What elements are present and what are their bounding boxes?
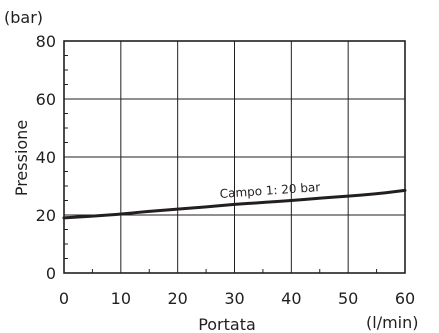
series-line [62, 188, 407, 220]
x-tick-label: 0 [59, 289, 69, 308]
x-unit-label: (l/min) [366, 313, 419, 332]
x-tick-label: 50 [338, 289, 358, 308]
x-tick-label: 30 [224, 289, 244, 308]
grid [63, 40, 406, 274]
plot-frame [63, 40, 406, 274]
y-tick-label: 20 [36, 206, 56, 225]
y-tick-label: 80 [36, 32, 56, 51]
y-axis-label: Pressione [12, 120, 31, 196]
x-axis-label: Portata [198, 315, 256, 333]
x-tick-labels: 0 10 20 30 40 50 60 [59, 289, 415, 308]
x-tick-label: 10 [111, 289, 131, 308]
minor-ticks [64, 55, 378, 273]
x-tick-label: 20 [167, 289, 187, 308]
x-tick-label: 60 [395, 289, 415, 308]
x-tick-label: 40 [281, 289, 301, 308]
y-tick-labels: 0 20 40 60 80 [36, 32, 56, 283]
y-unit-label: (bar) [4, 8, 43, 27]
y-tick-label: 40 [36, 148, 56, 167]
y-tick-label: 0 [46, 264, 56, 283]
y-tick-label: 60 [36, 90, 56, 109]
